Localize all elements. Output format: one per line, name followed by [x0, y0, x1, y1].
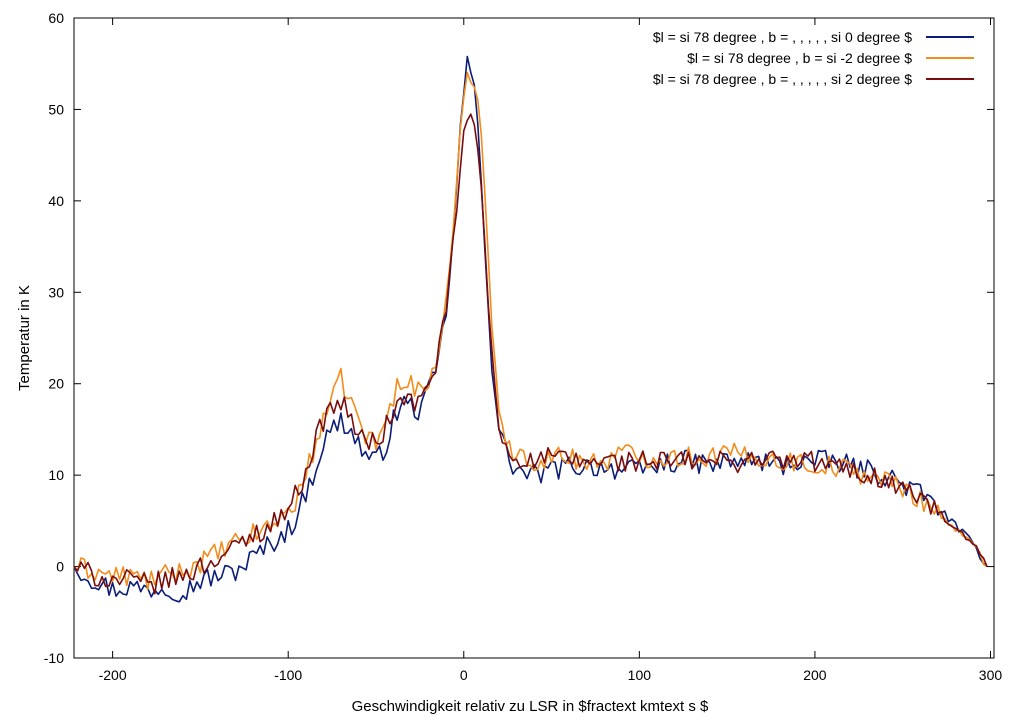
x-axis-title: Geschwindigkeit relativ zu LSR in $fract… — [352, 698, 709, 715]
y-tick-label: 40 — [48, 193, 64, 209]
series-line-2 — [73, 71, 988, 590]
legend-label-1: $l = si 78 degree , b = , , , , , si 0 d… — [653, 29, 912, 45]
series-line-3 — [73, 113, 988, 595]
x-tick-label: 200 — [803, 667, 827, 683]
plot-frame — [73, 17, 995, 659]
x-tick-label: 0 — [460, 667, 468, 683]
x-tick-label: 100 — [628, 667, 652, 683]
legend-label-3: $l = si 78 degree , b = , , , , , si 2 d… — [653, 71, 912, 87]
y-tick-label: 60 — [48, 10, 64, 26]
y-tick-label: 0 — [56, 559, 64, 575]
y-tick-label: 30 — [48, 284, 64, 300]
x-tick-label: -200 — [99, 667, 127, 683]
y-axis-title: Temperatur in K — [16, 285, 33, 391]
x-tick-label: 300 — [979, 667, 1003, 683]
y-tick-label: 10 — [48, 467, 64, 483]
series-lines — [73, 55, 988, 603]
y-tick-label: 20 — [48, 376, 64, 392]
y-tick-label: -10 — [44, 650, 64, 666]
y-tick-label: 50 — [48, 101, 64, 117]
legend-label-2: $l = si 78 degree , b = si -2 degree $ — [687, 50, 912, 66]
legend: $l = si 78 degree , b = , , , , , si 0 d… — [653, 29, 974, 87]
x-tick-label: -100 — [274, 667, 302, 683]
series-line-1 — [73, 55, 988, 603]
